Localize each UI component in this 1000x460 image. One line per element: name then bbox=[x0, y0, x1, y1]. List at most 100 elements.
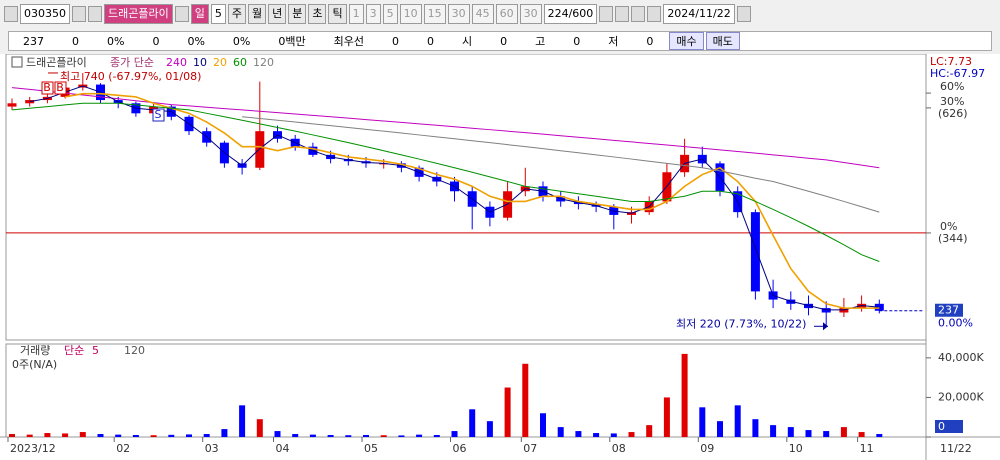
period-button[interactable]: 틱 bbox=[328, 4, 347, 24]
volume-bar bbox=[416, 434, 423, 437]
interval-button[interactable]: 45 bbox=[471, 4, 494, 24]
x-tick-label: 10 bbox=[789, 442, 803, 455]
period[interactable]: 일 bbox=[190, 4, 209, 24]
interval-button[interactable]: 30 bbox=[447, 4, 470, 24]
interval-button[interactable]: 1 bbox=[348, 4, 364, 24]
period-button[interactable]: 월 bbox=[247, 4, 267, 24]
info-field: 0% bbox=[107, 34, 125, 48]
volume-bar bbox=[646, 425, 653, 437]
volume-bar bbox=[79, 432, 86, 437]
interval-button[interactable]: 10 bbox=[399, 4, 422, 24]
y-price-label: (344) bbox=[938, 232, 968, 245]
info-field: 0% bbox=[187, 34, 205, 48]
volume-bar bbox=[734, 405, 741, 437]
interval-select[interactable]: 30 bbox=[519, 4, 542, 24]
volume-legend-period: 5 bbox=[92, 344, 99, 357]
volume-bar bbox=[433, 435, 440, 437]
signal-box bbox=[152, 108, 165, 122]
moving-average bbox=[64, 92, 880, 309]
icon bbox=[736, 6, 751, 22]
info-field: 0 bbox=[500, 34, 508, 48]
volume-bar bbox=[309, 434, 316, 437]
icon bbox=[174, 6, 189, 22]
volume-bar bbox=[770, 425, 777, 437]
low-arrow bbox=[823, 322, 828, 331]
volume-bar bbox=[593, 433, 600, 437]
icon bbox=[72, 6, 86, 22]
volume-bar bbox=[168, 434, 175, 437]
stock-name[interactable]: 드래곤플라이 bbox=[104, 4, 173, 24]
interval-button[interactable]: 60 bbox=[495, 4, 518, 24]
period-button[interactable]: 초 bbox=[308, 4, 327, 24]
order-button[interactable]: 매도 bbox=[705, 32, 740, 50]
volume-bar bbox=[380, 435, 387, 437]
high-label: 최고 740 (-67.97%, 01/08) bbox=[60, 70, 201, 83]
icon bbox=[615, 6, 630, 22]
period-button[interactable]: 년 bbox=[268, 4, 287, 24]
interval-button[interactable]: 15 bbox=[423, 4, 446, 24]
volume-bar bbox=[9, 434, 15, 437]
info-field: 0 bbox=[573, 34, 581, 48]
info-field: 0 bbox=[646, 34, 654, 48]
volume-bar bbox=[256, 419, 263, 437]
info-field: 저 bbox=[608, 35, 619, 48]
order-button[interactable]: 매수 bbox=[669, 32, 704, 50]
volume-bar bbox=[274, 431, 281, 437]
info-field: 0 bbox=[391, 34, 399, 48]
legend-period: 20 bbox=[213, 56, 227, 69]
volume-bar bbox=[469, 409, 476, 437]
moving-average bbox=[11, 102, 880, 262]
volume-bar bbox=[717, 421, 723, 437]
info-bar: 237 0 0% 0 0% 0% 0백만 최우선 0 0 시 0 고 0 저 0 매수 매도 bbox=[8, 31, 992, 51]
volume-bar bbox=[132, 435, 139, 437]
volume-legend-kind: 단순 bbox=[64, 344, 84, 357]
volume-bar bbox=[876, 434, 883, 437]
candle-body bbox=[255, 131, 265, 168]
current-change: 0.00% bbox=[938, 317, 973, 330]
info-field: 고 bbox=[535, 35, 546, 48]
interval-button[interactable]: 3 bbox=[365, 4, 381, 24]
volume-bar bbox=[150, 435, 157, 437]
lc-label: LC:7.73 bbox=[930, 55, 972, 68]
volume-bar bbox=[522, 363, 529, 437]
x-tick-label: 02 bbox=[116, 442, 130, 455]
volume-bar bbox=[97, 434, 104, 437]
volume-bar bbox=[575, 431, 582, 437]
x-tick-label: 07 bbox=[523, 442, 537, 455]
volume-legend-name: 거래량 bbox=[20, 344, 50, 357]
interval-button[interactable]: 5 bbox=[382, 4, 398, 24]
period-n[interactable]: 5 bbox=[210, 4, 226, 24]
volume-bar bbox=[610, 433, 617, 437]
volume-bar bbox=[115, 434, 122, 437]
x-end-label: 11/22 bbox=[940, 442, 972, 455]
volume-bar bbox=[663, 397, 670, 437]
count[interactable]: 224/600 bbox=[543, 4, 598, 24]
volume-bar bbox=[699, 407, 706, 437]
period-button[interactable]: 분 bbox=[288, 4, 307, 24]
volume-bar bbox=[292, 434, 299, 437]
volume-bar bbox=[44, 433, 51, 437]
period-button[interactable]: 주 bbox=[227, 4, 246, 24]
volume-bar bbox=[486, 421, 493, 437]
x-tick-label: 11 bbox=[860, 442, 874, 455]
stock-code[interactable]: 030350 bbox=[20, 4, 70, 24]
volume-bar bbox=[327, 435, 334, 437]
y-tick-label: 0% bbox=[940, 220, 957, 233]
date[interactable]: 2024/11/22 bbox=[663, 4, 735, 24]
volume-tick-label: 20,000K bbox=[938, 390, 984, 403]
signal: B bbox=[56, 81, 64, 94]
candle-body bbox=[25, 100, 35, 104]
signal-box bbox=[54, 81, 67, 95]
y-tick-label: 30% bbox=[940, 95, 964, 108]
volume-current-box bbox=[935, 420, 963, 433]
info-field: 시 bbox=[461, 35, 473, 48]
moving-average bbox=[11, 87, 880, 169]
icon bbox=[599, 6, 614, 22]
volume-bar bbox=[858, 432, 865, 437]
info-field: 0백만 bbox=[278, 35, 306, 48]
volume-legend-extra: 120 bbox=[124, 344, 145, 357]
info-field: 0% bbox=[232, 34, 251, 48]
info-field: 0 bbox=[72, 34, 79, 48]
